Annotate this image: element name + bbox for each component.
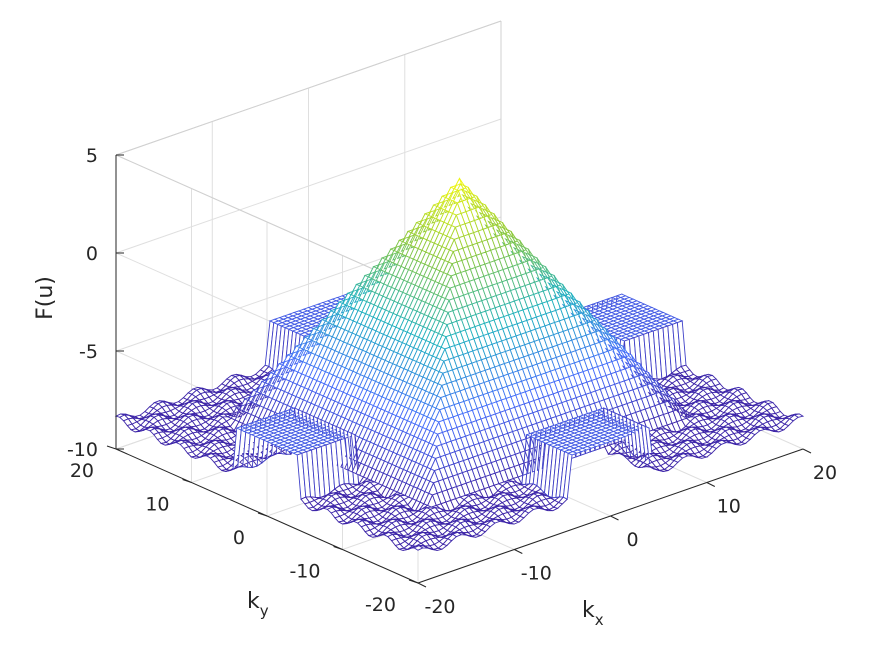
box-edge [115, 154, 419, 290]
box-edge [115, 20, 502, 156]
grid-line [115, 118, 502, 254]
surface-mesh [114, 177, 805, 551]
